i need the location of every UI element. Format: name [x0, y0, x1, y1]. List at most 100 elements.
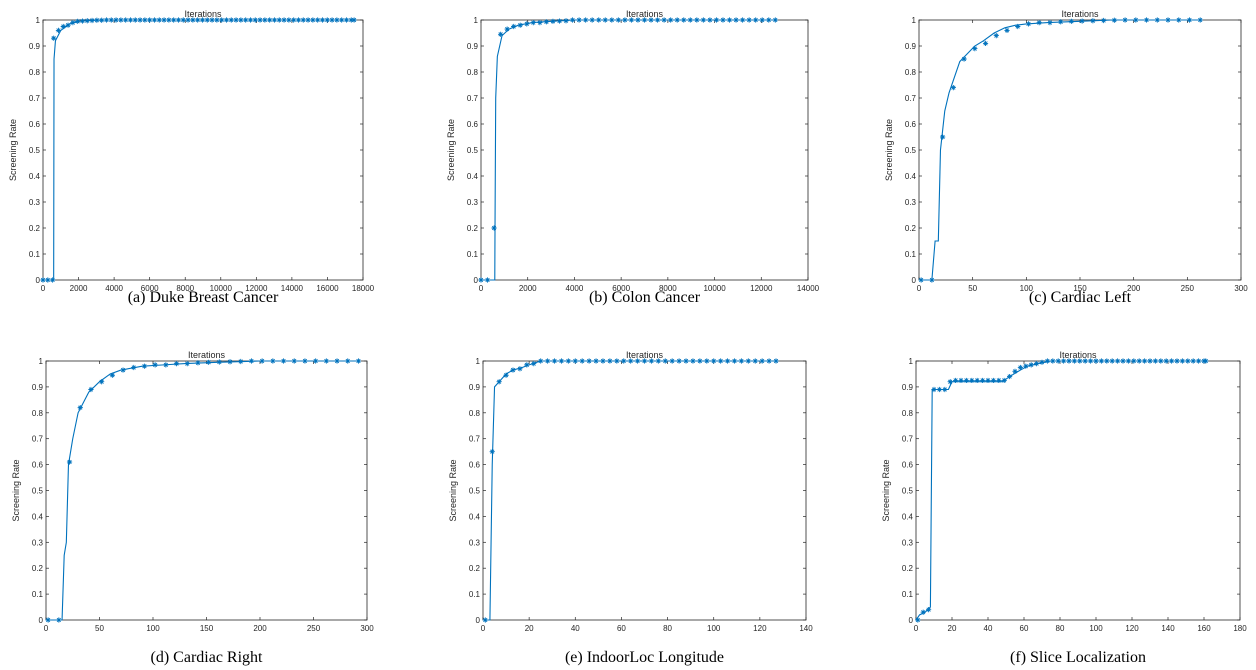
- data-point-marker: [628, 17, 635, 23]
- y-tick-label: 0.5: [32, 487, 44, 496]
- x-tick-label: 50: [95, 624, 104, 633]
- data-point-marker: [713, 17, 720, 23]
- data-point-marker: [929, 277, 935, 283]
- data-point-marker: [950, 85, 956, 91]
- subfigure-caption: (e) IndoorLoc Longitude: [565, 649, 724, 666]
- data-point-marker: [127, 17, 134, 23]
- chart-title: Iterations: [626, 9, 664, 19]
- data-point-marker: [690, 358, 696, 364]
- axes-box: [918, 19, 1242, 281]
- y-tick-label: 0.4: [467, 172, 479, 181]
- x-tick-label: 20: [525, 624, 534, 633]
- data-point-marker: [175, 17, 182, 23]
- subfigure-caption: (c) Cardiac Left: [1029, 289, 1132, 306]
- data-point-marker: [173, 360, 180, 367]
- data-point-marker: [1109, 358, 1115, 364]
- y-axis-label: Screening Rate: [448, 459, 458, 521]
- data-point-marker: [607, 358, 613, 364]
- data-point-marker: [339, 17, 345, 23]
- data-point-marker: [940, 134, 946, 140]
- y-tick-label: 0.1: [469, 590, 481, 599]
- data-point-marker: [56, 617, 62, 623]
- data-point-marker: [1079, 18, 1085, 24]
- data-point-marker: [199, 17, 206, 23]
- y-tick-label: 0.9: [905, 42, 917, 51]
- y-tick-label: 0.2: [29, 224, 41, 233]
- y-tick-label: 0.1: [29, 250, 41, 259]
- data-point-marker: [634, 358, 641, 364]
- x-tick-label: 150: [200, 624, 214, 633]
- data-point-marker: [238, 358, 244, 365]
- x-tick-label: 12000: [750, 284, 773, 293]
- x-tick-label: 80: [663, 624, 672, 633]
- x-tick-label: 140: [799, 624, 813, 633]
- data-point-marker: [1136, 358, 1142, 364]
- data-point-marker: [1152, 358, 1158, 364]
- data-point-marker: [99, 17, 105, 23]
- y-tick-label: 0: [909, 616, 914, 625]
- y-tick-label: 0.9: [902, 383, 914, 392]
- data-point-marker: [641, 358, 648, 364]
- data-point-marker: [614, 358, 620, 364]
- y-tick-label: 0.5: [469, 487, 481, 496]
- data-point-marker: [718, 358, 724, 364]
- data-point-marker: [355, 358, 362, 364]
- data-point-marker: [773, 358, 779, 364]
- data-point-marker: [348, 17, 354, 23]
- data-point-marker: [530, 20, 536, 26]
- data-point-marker: [219, 17, 225, 23]
- data-point-marker: [517, 22, 523, 28]
- y-tick-label: 1: [909, 357, 914, 366]
- y-tick-label: 0.3: [32, 538, 44, 547]
- data-point-marker: [1093, 358, 1099, 364]
- data-point-marker: [295, 17, 302, 23]
- y-tick-label: 0.8: [29, 68, 41, 77]
- x-tick-label: 100: [146, 624, 160, 633]
- y-tick-label: 0.4: [469, 512, 481, 521]
- x-tick-label: 0: [917, 284, 922, 293]
- data-point-marker: [926, 607, 932, 613]
- y-tick-label: 0: [39, 616, 44, 625]
- data-point-marker: [759, 358, 765, 364]
- data-point-marker: [1017, 364, 1023, 371]
- axes-box: [482, 360, 807, 621]
- data-point-marker: [1090, 18, 1096, 24]
- data-point-marker: [996, 377, 1002, 384]
- data-point-marker: [310, 17, 316, 23]
- subplot-b: 0 0.1 0.2 0.3 0.4 0.5 0.6 0.7 0.8 0.9 1 0 2000 4000 60…: [446, 9, 820, 306]
- data-point-marker: [45, 617, 51, 623]
- data-point-marker: [985, 377, 991, 384]
- y-axis-label: Screening Rate: [446, 119, 456, 181]
- x-tick-label: 2000: [519, 284, 537, 293]
- y-tick-label: 0.1: [467, 250, 479, 259]
- data-point-marker: [543, 19, 549, 25]
- data-point-marker: [45, 277, 51, 283]
- x-tick-label: 120: [1125, 624, 1139, 633]
- x-tick-label: 4000: [105, 284, 123, 293]
- data-point-marker: [113, 17, 119, 23]
- data-point-marker: [1125, 358, 1131, 364]
- data-point-marker: [108, 17, 114, 23]
- y-tick-label: 0.5: [905, 146, 917, 155]
- data-point-marker: [319, 17, 326, 23]
- data-point-marker: [257, 17, 263, 23]
- data-point-marker: [766, 17, 772, 23]
- data-point-marker: [66, 459, 73, 465]
- data-point-marker: [1165, 17, 1171, 23]
- y-tick-label: 0.1: [905, 250, 917, 259]
- data-point-marker: [1098, 358, 1104, 364]
- data-point-marker: [1203, 358, 1209, 364]
- subfigure-caption: (a) Duke Breast Cancer: [128, 289, 279, 306]
- data-point-marker: [103, 17, 110, 23]
- data-point-marker: [1147, 358, 1153, 364]
- data-point-marker: [247, 17, 254, 23]
- data-point-marker: [151, 17, 158, 23]
- data-point-marker: [586, 358, 592, 364]
- data-point-marker: [51, 35, 57, 41]
- data-point-marker: [1131, 358, 1137, 364]
- data-point-marker: [163, 362, 169, 368]
- data-point-marker: [305, 17, 311, 23]
- data-point-marker: [209, 17, 215, 23]
- chart-title: Iterations: [626, 350, 664, 360]
- data-point-marker: [323, 358, 329, 364]
